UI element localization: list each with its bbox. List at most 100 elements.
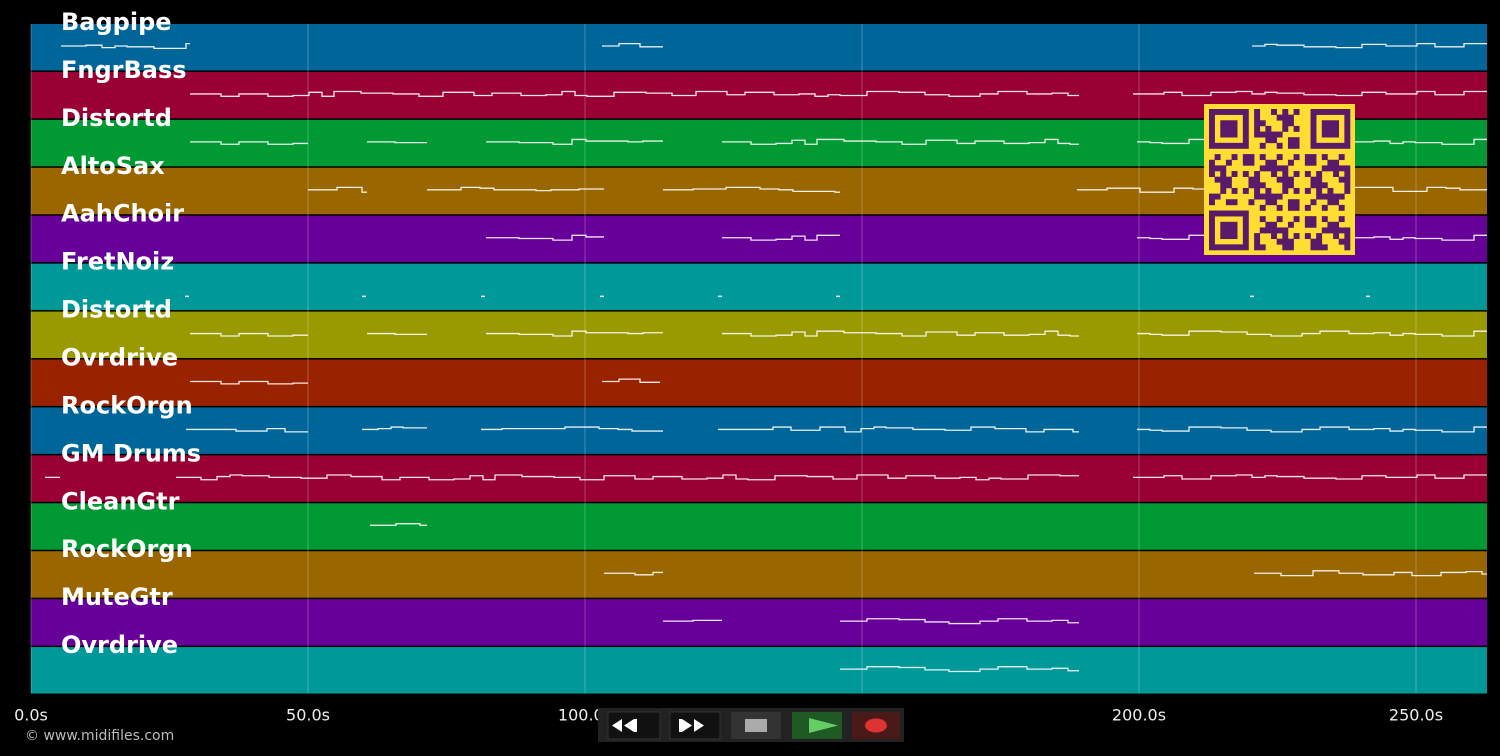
track-label: AahChoir bbox=[61, 200, 184, 228]
qr-cell bbox=[1214, 165, 1221, 172]
qr-cell bbox=[1321, 204, 1328, 211]
fast-forward-button[interactable] bbox=[669, 711, 721, 740]
qr-cell bbox=[1220, 131, 1227, 138]
track-band bbox=[31, 599, 1487, 646]
qr-cell bbox=[1214, 142, 1221, 149]
stop-button[interactable] bbox=[731, 712, 781, 739]
qr-cell bbox=[1333, 193, 1340, 200]
qr-cell bbox=[1242, 233, 1249, 240]
qr-cell bbox=[1310, 142, 1317, 149]
qr-cell bbox=[1344, 227, 1351, 234]
play-button[interactable] bbox=[792, 712, 842, 739]
time-tick-label: 0.0s bbox=[14, 706, 48, 725]
track-band bbox=[31, 263, 1487, 311]
note-dot bbox=[600, 295, 604, 298]
qr-cell bbox=[1237, 210, 1244, 217]
qr-cell bbox=[1304, 171, 1311, 177]
rewind-button[interactable] bbox=[607, 711, 661, 740]
qr-cell bbox=[1287, 199, 1294, 206]
qr-cell bbox=[1316, 109, 1323, 115]
qr-cell bbox=[1310, 176, 1317, 183]
note-segment bbox=[840, 618, 1079, 625]
track-band bbox=[31, 551, 1487, 598]
qr-cell bbox=[1259, 193, 1266, 200]
qr-cell bbox=[1276, 216, 1283, 223]
note-dot bbox=[836, 295, 840, 298]
track-label: Distortd bbox=[61, 296, 172, 324]
record-button[interactable] bbox=[852, 712, 900, 739]
note-segment bbox=[722, 138, 1079, 145]
qr-cell bbox=[1293, 125, 1300, 132]
track-band bbox=[31, 24, 1487, 71]
qr-cell bbox=[1344, 131, 1351, 138]
qr-cell bbox=[1321, 154, 1328, 161]
qr-cell bbox=[1316, 233, 1323, 240]
qr-cell bbox=[1259, 154, 1266, 161]
qr-cell bbox=[1327, 227, 1334, 234]
qr-cell bbox=[1316, 142, 1323, 149]
qr-cell bbox=[1220, 244, 1227, 251]
qr-cell bbox=[1316, 187, 1323, 194]
grid bbox=[30, 24, 1417, 694]
qr-cell bbox=[1209, 233, 1215, 240]
qr-cell bbox=[1310, 137, 1317, 144]
qr-cell bbox=[1310, 109, 1317, 115]
note-segment bbox=[481, 426, 663, 432]
qr-cell bbox=[1310, 154, 1317, 161]
qr-cell bbox=[1333, 109, 1340, 115]
qr-cell bbox=[1265, 199, 1272, 206]
qr-cell bbox=[1282, 227, 1289, 234]
qr-cell bbox=[1271, 159, 1277, 166]
qr-cell bbox=[1310, 159, 1317, 166]
qr-cell bbox=[1282, 171, 1289, 177]
qr-cell bbox=[1287, 159, 1294, 166]
qr-cell bbox=[1254, 233, 1261, 240]
qr-cell bbox=[1231, 210, 1238, 217]
note-segment bbox=[486, 234, 604, 241]
qr-cell bbox=[1225, 244, 1232, 251]
qr-cell bbox=[1225, 176, 1232, 183]
note-segment bbox=[602, 42, 663, 48]
qr-cell bbox=[1220, 176, 1227, 183]
qr-cell bbox=[1276, 204, 1283, 211]
qr-cell bbox=[1209, 216, 1215, 223]
qr-cell bbox=[1220, 125, 1227, 132]
qr-cell bbox=[1282, 244, 1289, 251]
qr-cell bbox=[1214, 109, 1221, 115]
qr-cell bbox=[1310, 199, 1317, 206]
qr-cell bbox=[1231, 227, 1238, 234]
qr-cell bbox=[1259, 120, 1266, 127]
qr-cell bbox=[1265, 125, 1272, 132]
qr-cell bbox=[1231, 131, 1238, 138]
qr-cell bbox=[1248, 159, 1255, 166]
qr-cell bbox=[1276, 176, 1283, 183]
qr-cell bbox=[1254, 244, 1261, 251]
qr-cell bbox=[1344, 187, 1351, 194]
qr-cell bbox=[1231, 233, 1238, 240]
qr-cell bbox=[1327, 125, 1334, 132]
qr-cell bbox=[1344, 176, 1351, 183]
qr-cell bbox=[1225, 159, 1232, 166]
qr-cell bbox=[1220, 221, 1227, 228]
qr-cell bbox=[1338, 154, 1345, 161]
qr-cell bbox=[1242, 238, 1249, 245]
track-band bbox=[31, 407, 1487, 454]
qr-cell bbox=[1209, 131, 1215, 138]
qr-cell bbox=[1333, 221, 1340, 228]
track-label: Bagpipe bbox=[61, 8, 172, 36]
qr-cell bbox=[1242, 142, 1249, 149]
qr-cell bbox=[1242, 227, 1249, 234]
qr-cell bbox=[1321, 125, 1328, 132]
note-segment bbox=[663, 619, 722, 622]
note-segment bbox=[486, 330, 663, 337]
qr-cell bbox=[1265, 227, 1272, 234]
track-label: Distortd bbox=[61, 104, 172, 132]
note-segment bbox=[362, 426, 427, 431]
qr-cell bbox=[1259, 227, 1266, 234]
qr-cell bbox=[1254, 114, 1261, 121]
note-segment bbox=[1133, 90, 1487, 97]
track-band bbox=[31, 503, 1487, 550]
qr-cell bbox=[1287, 204, 1294, 211]
